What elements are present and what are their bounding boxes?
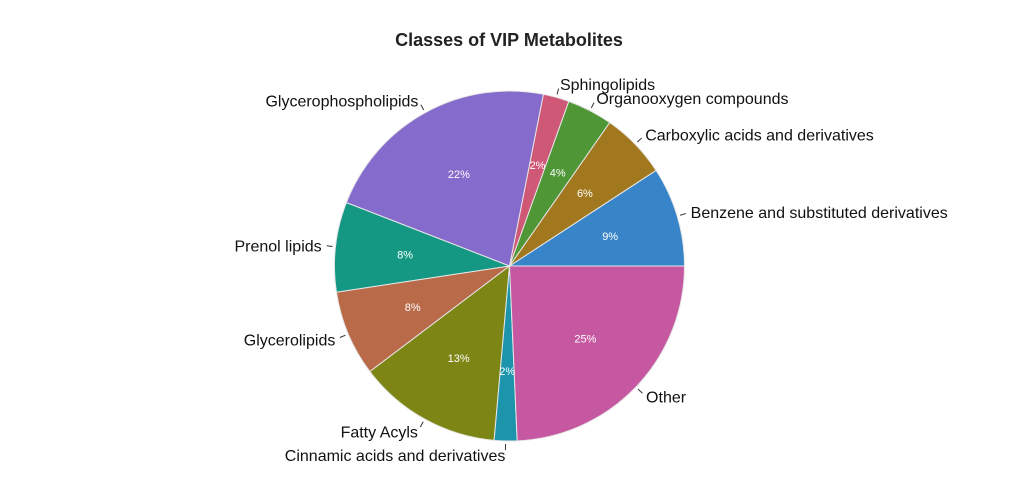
pie-slice-fatty-acyls — [369, 264, 511, 441]
pie-slice-benzene-and-substituted-derivatives — [507, 169, 686, 267]
category-labels: Benzene and substituted derivatives Carbo… — [234, 77, 947, 465]
category-label-sphingolipids: Sphingolipids — [560, 77, 655, 94]
leader-line-prenol-lipids — [326, 245, 333, 247]
leader-line-glycerophospholipids — [420, 104, 425, 111]
percent-label-prenol-lipids: 8% — [397, 249, 413, 261]
pie-slices — [334, 90, 686, 442]
leader-line-sphingolipids — [556, 88, 560, 95]
category-label-cinnamic-acids-and-derivatives: Cinnamic acids and derivatives — [285, 448, 506, 465]
pie-slice-other — [508, 265, 686, 442]
leader-line-organooxygen-compounds — [590, 102, 595, 109]
leader-line-carboxylic-acids-and-derivatives — [636, 137, 642, 143]
leader-line-glycerolipids — [339, 334, 346, 338]
percent-label-benzene-and-substituted-derivatives: 9% — [602, 231, 618, 243]
category-label-glycerophospholipids: Glycerophospholipids — [265, 93, 418, 110]
leader-lines — [326, 88, 687, 450]
category-label-other: Other — [646, 390, 687, 407]
leader-line-other — [637, 388, 643, 394]
pie-slice-prenol-lipids — [334, 201, 512, 293]
percent-label-other: 25% — [574, 334, 596, 346]
category-label-prenol-lipids: Prenol lipids — [234, 238, 321, 255]
category-label-carboxylic-acids-and-derivatives: Carboxylic acids and derivatives — [645, 127, 874, 144]
percent-label-sphingolipids: 2% — [530, 160, 546, 172]
category-label-glycerolipids: Glycerolipids — [244, 332, 336, 349]
percent-label-carboxylic-acids-and-derivatives: 6% — [577, 188, 593, 200]
chart-title: Classes of VIP Metabolites — [395, 30, 623, 50]
percent-label-glycerolipids: 8% — [405, 302, 421, 314]
percent-label-organooxygen-compounds: 4% — [550, 168, 566, 180]
percent-label-fatty-acyls: 13% — [448, 353, 470, 365]
percent-label-glycerophospholipids: 22% — [448, 169, 470, 181]
category-label-fatty-acyls: Fatty Acyls — [341, 424, 418, 441]
pie-slice-glycerophospholipids — [345, 90, 544, 267]
percent-labels: 9% 6% 4% 2% 22% 8% 8% 13% 2% 25% — [397, 160, 618, 378]
category-label-organooxygen-compounds: Organooxygen compounds — [596, 91, 788, 108]
category-label-benzene-and-substituted-derivatives: Benzene and substituted derivatives — [691, 205, 948, 222]
leader-line-benzene-and-substituted-derivatives — [679, 213, 687, 216]
leader-line-fatty-acyls — [419, 421, 424, 428]
percent-label-cinnamic-acids-and-derivatives: 2% — [499, 366, 515, 378]
